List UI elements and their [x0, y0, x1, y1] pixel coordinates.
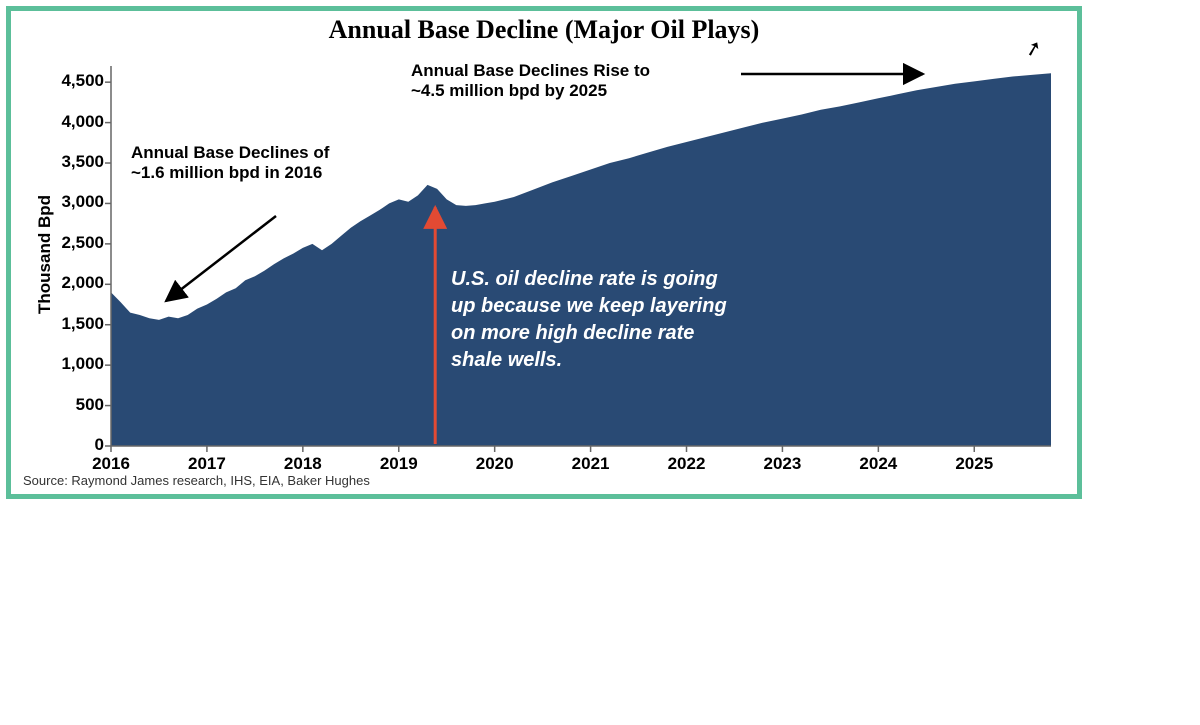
- y-tick-label: 0: [49, 435, 104, 455]
- x-tick-label: 2020: [465, 454, 525, 474]
- x-tick-label: 2019: [369, 454, 429, 474]
- y-tick-label: 1,000: [49, 354, 104, 374]
- x-tick-label: 2017: [177, 454, 237, 474]
- x-tick-label: 2024: [848, 454, 908, 474]
- chart-frame: Annual Base Decline (Major Oil Plays) Th…: [6, 6, 1082, 499]
- ann-2016-text: Annual Base Declines of ~1.6 million bpd…: [131, 143, 391, 183]
- ann-2025-text: Annual Base Declines Rise to ~4.5 millio…: [411, 61, 731, 101]
- y-tick-label: 1,500: [49, 314, 104, 334]
- page-root: Annual Base Decline (Major Oil Plays) Th…: [0, 0, 1200, 725]
- source-text: Source: Raymond James research, IHS, EIA…: [23, 473, 370, 488]
- y-tick-label: 3,500: [49, 152, 104, 172]
- x-tick-label: 2018: [273, 454, 333, 474]
- y-tick-label: 2,500: [49, 233, 104, 253]
- x-tick-label: 2022: [657, 454, 717, 474]
- x-tick-label: 2016: [81, 454, 141, 474]
- y-tick-label: 4,000: [49, 112, 104, 132]
- overlay-commentary: U.S. oil decline rate is going up becaus…: [451, 266, 831, 374]
- y-tick-label: 3,000: [49, 192, 104, 212]
- y-tick-label: 500: [49, 395, 104, 415]
- y-tick-label: 4,500: [49, 71, 104, 91]
- x-tick-label: 2023: [752, 454, 812, 474]
- x-tick-label: 2025: [944, 454, 1004, 474]
- x-tick-label: 2021: [561, 454, 621, 474]
- y-tick-label: 2,000: [49, 273, 104, 293]
- area-fill: [111, 73, 1051, 446]
